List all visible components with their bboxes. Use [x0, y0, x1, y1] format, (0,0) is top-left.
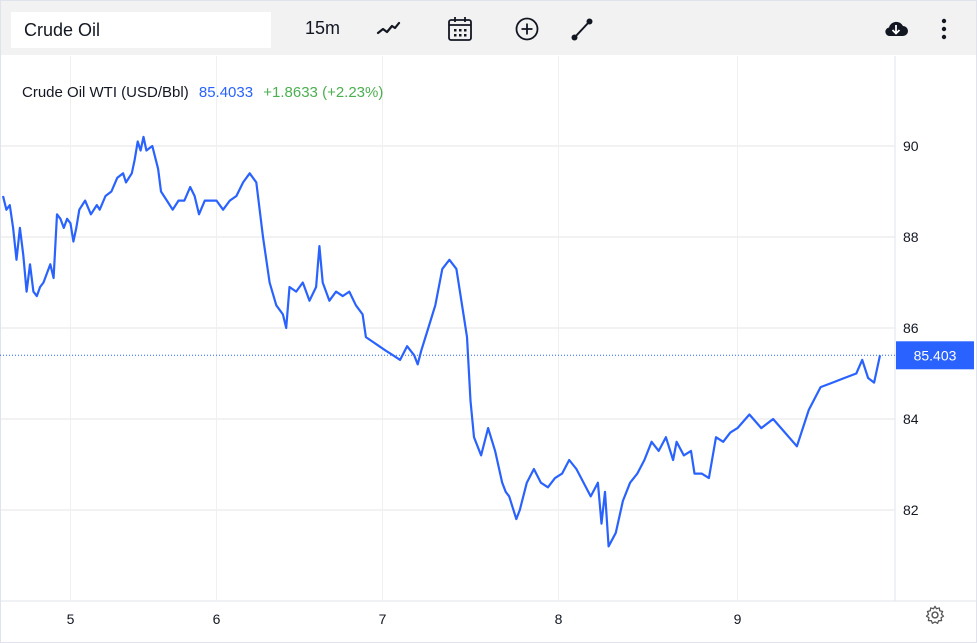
x-tick-label: 5 [67, 611, 75, 627]
y-tick-label: 82 [903, 502, 919, 518]
drawing-line-icon[interactable] [567, 14, 597, 44]
calendar-icon[interactable] [445, 14, 475, 44]
legend-change: +1.8633 (+2.23%) [263, 84, 384, 101]
chart-toolbar: Crude Oil 15m [1, 1, 976, 55]
last-price-badge [896, 341, 974, 370]
plus-circle-icon[interactable] [512, 14, 542, 44]
x-tick-label: 6 [213, 611, 221, 627]
x-tick-label: 8 [555, 611, 563, 627]
y-tick-label: 90 [903, 138, 919, 154]
more-vert-icon[interactable] [929, 14, 959, 44]
last-price-label: 85.403 [914, 347, 957, 363]
y-tick-label: 86 [903, 320, 919, 336]
y-tick-label: 84 [903, 411, 919, 427]
x-tick-label: 9 [734, 611, 742, 627]
symbol-search-input[interactable]: Crude Oil [11, 12, 271, 48]
chart-legend: Crude Oil WTI (USD/Bbl) 85.4033 +1.8633 … [22, 84, 389, 101]
interval-button[interactable]: 15m [305, 18, 341, 38]
legend-price: 85.4033 [198, 84, 254, 101]
price-series-line [1, 135, 882, 548]
legend-symbol-name: Crude Oil WTI (USD/Bbl) [22, 84, 189, 101]
x-tick-label: 7 [379, 611, 387, 627]
line-chart-icon[interactable] [373, 14, 403, 44]
price-chart[interactable]: 90 88 86 84 82 5 6 7 8 9 85.403 [0, 56, 977, 643]
cloud-download-icon[interactable] [881, 14, 911, 44]
settings-gear-icon[interactable] [924, 604, 946, 626]
y-tick-label: 88 [903, 229, 919, 245]
